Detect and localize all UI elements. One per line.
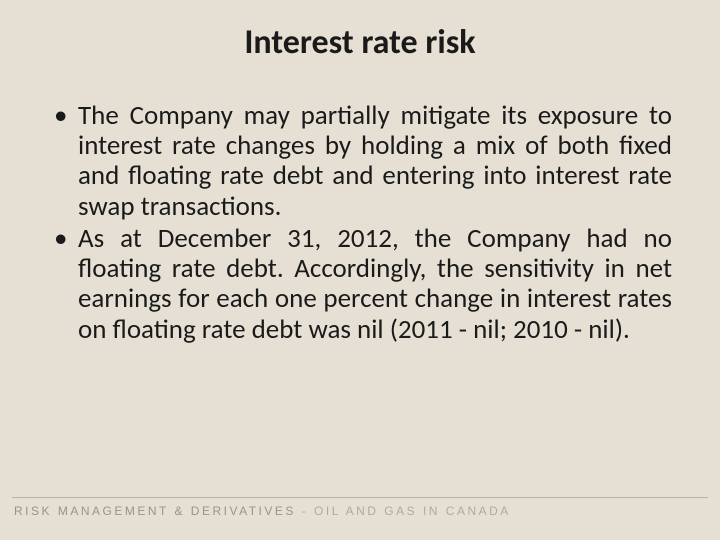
bullet-list: The Company may partially mitigate its e… [48, 101, 672, 345]
footer: RISK MANAGEMENT & DERIVATIVES - OIL AND … [0, 497, 720, 518]
slide-title: Interest rate risk [0, 0, 720, 73]
slide: Interest rate risk The Company may parti… [0, 0, 720, 540]
footer-text-primary: RISK MANAGEMENT & DERIVATIVES [14, 504, 296, 518]
bullet-item: As at December 31, 2012, the Company had… [48, 224, 672, 345]
footer-text-secondary: - OIL AND GAS IN CANADA [296, 504, 511, 518]
bullet-item: The Company may partially mitigate its e… [48, 101, 672, 222]
footer-text: RISK MANAGEMENT & DERIVATIVES - OIL AND … [0, 504, 720, 518]
slide-content: The Company may partially mitigate its e… [0, 73, 720, 345]
footer-divider [12, 497, 708, 498]
